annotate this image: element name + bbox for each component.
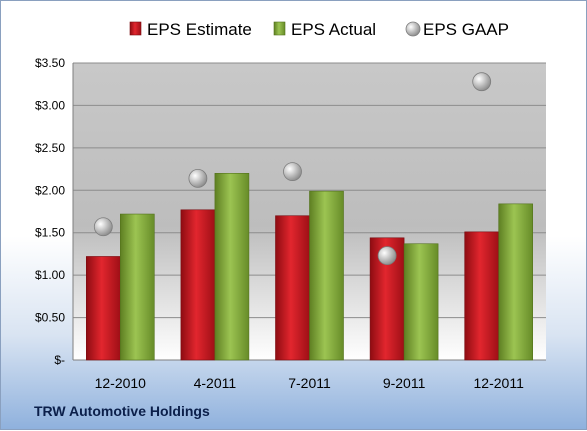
marker-eps-gaap [472, 72, 492, 92]
bar-eps-estimate [464, 231, 500, 361]
marker-eps-gaap [377, 246, 397, 266]
bar-eps-actual [309, 190, 344, 361]
bar-eps-estimate [275, 215, 310, 361]
legend-swatch [273, 21, 286, 36]
legend-label: EPS Estimate [147, 20, 252, 39]
legend-swatch [405, 21, 421, 37]
x-tick-label: 12-2011 [474, 375, 525, 391]
x-tick-label: 12-2010 [95, 375, 147, 391]
x-tick-label: 9-2011 [383, 375, 426, 391]
bar-eps-actual [214, 173, 250, 361]
legend-swatch [129, 21, 142, 36]
marker-eps-gaap [93, 217, 113, 237]
gaap-markers [93, 72, 492, 266]
legend-label: EPS Actual [291, 20, 376, 39]
company-name: TRW Automotive Holdings [34, 403, 210, 419]
y-tick-label: $0.50 [35, 311, 65, 325]
bars [86, 173, 534, 361]
y-tick-label: $1.00 [35, 268, 65, 282]
y-tick-label: $2.50 [35, 141, 65, 155]
bar-eps-actual [498, 203, 534, 361]
y-tick-label: $3.50 [35, 56, 65, 70]
bar-eps-estimate [86, 256, 121, 361]
legend: EPS Estimate EPS Actual EPS GAAP [129, 20, 509, 39]
bar-eps-actual [403, 243, 439, 361]
marker-eps-gaap [188, 169, 208, 188]
y-tick-label: $2.00 [35, 183, 65, 197]
x-tick-label: 7-2011 [288, 375, 331, 391]
legend-label: EPS GAAP [423, 20, 509, 39]
y-tick-label: $3.00 [35, 98, 65, 112]
marker-eps-gaap [283, 162, 302, 182]
y-tick-label: $1.50 [35, 226, 65, 240]
bar-eps-actual [120, 213, 155, 361]
y-axis: $- $0.50 $1.00 $1.50 $2.00 $2.50 $3.00 $3.50 [35, 56, 74, 367]
bar-eps-estimate [180, 209, 216, 361]
y-tick-label: $- [54, 353, 65, 367]
x-tick-label: 4-2011 [194, 375, 237, 391]
x-axis: 12-2010 4-2011 7-2011 9-2011 12-2011 [95, 375, 524, 391]
